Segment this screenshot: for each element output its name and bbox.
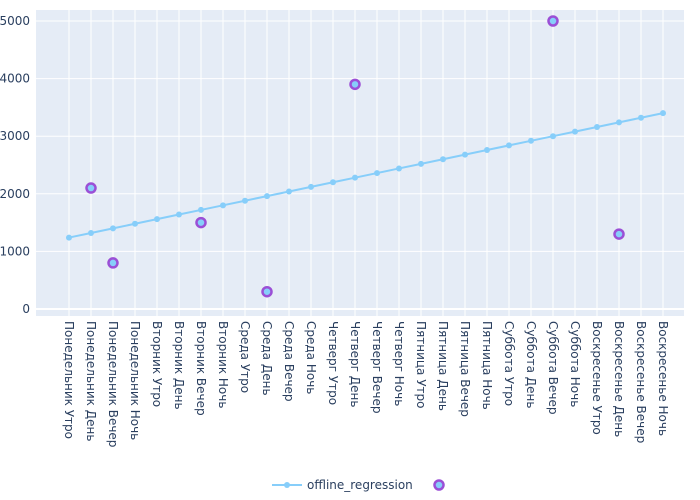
x-tick-label: Среда Вечер (282, 321, 296, 402)
regression-point (396, 165, 402, 172)
regression-point (484, 147, 490, 154)
regression-point (528, 137, 534, 144)
x-tick-label: Среда День (260, 321, 274, 396)
regression-point (88, 229, 94, 236)
series-layer (66, 15, 666, 298)
regression-point (418, 160, 424, 167)
x-tick-label: Воскресенье День (612, 321, 626, 437)
x-tick-label: Четверг Вечер (370, 321, 384, 414)
x-tick-label: Понедельник День (84, 321, 98, 441)
x-tick-label: Среда Утро (238, 321, 252, 393)
regression-point (220, 202, 226, 209)
x-tick-label: Суббота Вечер (546, 321, 560, 415)
plot-area (36, 10, 684, 316)
x-tick-label: Четверг Ночь (392, 321, 406, 406)
observed-point (85, 182, 97, 194)
x-tick-label: Пятница День (436, 321, 450, 411)
x-tick-label: Четверг Утро (326, 321, 340, 405)
observed-point (107, 257, 119, 269)
regression-point (660, 110, 666, 117)
regression-point (638, 114, 644, 121)
observed-point (547, 15, 559, 27)
y-axis: 0 1000 2000 3000 4000 5000 (0, 14, 30, 316)
regression-point (594, 123, 600, 130)
regression-point (330, 179, 336, 186)
regression-point (550, 133, 556, 140)
x-tick-label: Понедельник Ночь (128, 321, 142, 440)
regression-point (132, 220, 138, 227)
x-tick-label: Воскресенье Вечер (634, 321, 648, 443)
regression-point (616, 119, 622, 126)
x-tick-label: Суббота Ночь (568, 321, 582, 407)
regression-point (308, 183, 314, 190)
x-tick-label: Воскресенье Утро (590, 321, 604, 435)
x-tick-label: Понедельник Вечер (106, 321, 120, 447)
x-tick-label: Пятница Ночь (480, 321, 494, 410)
legend-label: offline_regression (307, 478, 413, 492)
y-tick-label: 3000 (0, 129, 30, 143)
regression-point (264, 193, 270, 200)
regression-point (440, 156, 446, 163)
y-tick-label: 0 (22, 302, 30, 316)
observed-point (613, 228, 625, 240)
regression-point (242, 197, 248, 204)
legend-item-regression[interactable]: offline_regression (272, 478, 413, 492)
regression-point (176, 211, 182, 218)
x-tick-label: Вторник Утро (150, 321, 164, 407)
x-axis: Понедельник Утро Понедельник День Понедель… (62, 321, 670, 447)
y-tick-label: 5000 (0, 14, 30, 28)
legend-marker-swatch (433, 479, 445, 491)
x-tick-label: Воскресенье Ночь (656, 321, 670, 436)
x-tick-label: Среда Ночь (304, 321, 318, 394)
regression-point (154, 216, 160, 223)
x-tick-label: Пятница Утро (414, 321, 428, 408)
x-tick-label: Суббота День (524, 321, 538, 408)
x-tick-label: Понедельник Утро (62, 321, 76, 439)
observed-point (261, 285, 273, 298)
observed-point (349, 78, 361, 91)
x-tick-label: Вторник День (172, 321, 186, 410)
legend-item-observed[interactable] (433, 479, 445, 491)
regression-point (286, 188, 292, 195)
x-tick-label: Суббота Утро (502, 321, 516, 406)
legend[interactable]: offline_regression (272, 478, 445, 492)
x-tick-label: Вторник Вечер (194, 321, 208, 416)
y-tick-label: 4000 (0, 72, 30, 86)
regression-point (462, 151, 468, 158)
regression-point (506, 142, 512, 149)
regression-point (66, 234, 72, 241)
y-tick-label: 1000 (0, 244, 30, 258)
legend-marker-swatch (284, 482, 290, 488)
observed-point (195, 216, 207, 229)
x-tick-label: Четверг День (348, 321, 362, 407)
x-tick-label: Пятница Вечер (458, 321, 472, 417)
y-tick-label: 2000 (0, 187, 30, 201)
regression-line (68, 112, 664, 239)
x-tick-label: Вторник Ночь (216, 321, 230, 408)
regression-point (198, 206, 204, 213)
regression-point (572, 128, 578, 135)
grid (36, 10, 684, 316)
regression-point (110, 225, 116, 232)
regression-point (374, 170, 380, 177)
regression-point (352, 174, 358, 181)
